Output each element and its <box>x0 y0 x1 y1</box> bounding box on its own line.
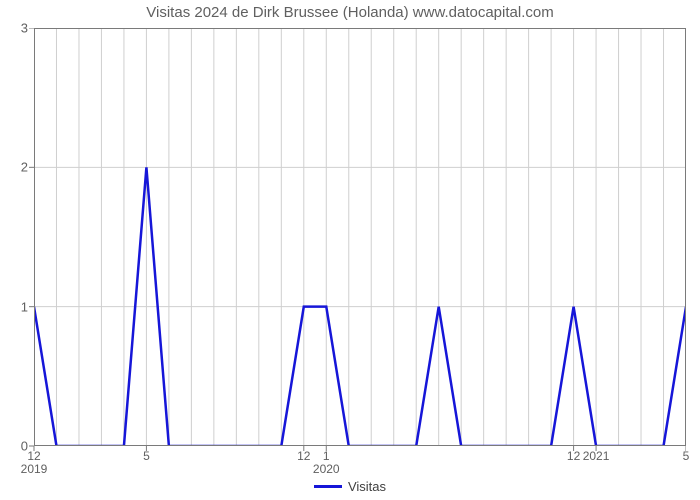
x-tick-label: 12020 <box>313 450 340 476</box>
legend-label: Visitas <box>348 479 386 494</box>
y-tick-label: 1 <box>21 299 28 314</box>
x-tick-label: 2021 <box>583 450 610 463</box>
chart-container: Visitas 2024 de Dirk Brussee (Holanda) w… <box>0 0 700 500</box>
x-tick-label: 5 <box>143 450 150 463</box>
axis-layer <box>26 28 686 452</box>
y-tick-label: 3 <box>21 21 28 36</box>
x-tick-label: 12 <box>297 450 310 463</box>
x-tick-label: 12 <box>567 450 580 463</box>
legend-swatch <box>314 485 342 488</box>
x-tick-label: 5 <box>683 450 690 463</box>
plot-area: 0123122019512120201220215 <box>34 28 686 446</box>
y-tick-label: 2 <box>21 160 28 175</box>
x-tick-label: 122019 <box>21 450 48 476</box>
legend: Visitas <box>0 478 700 494</box>
chart-title: Visitas 2024 de Dirk Brussee (Holanda) w… <box>0 4 700 21</box>
